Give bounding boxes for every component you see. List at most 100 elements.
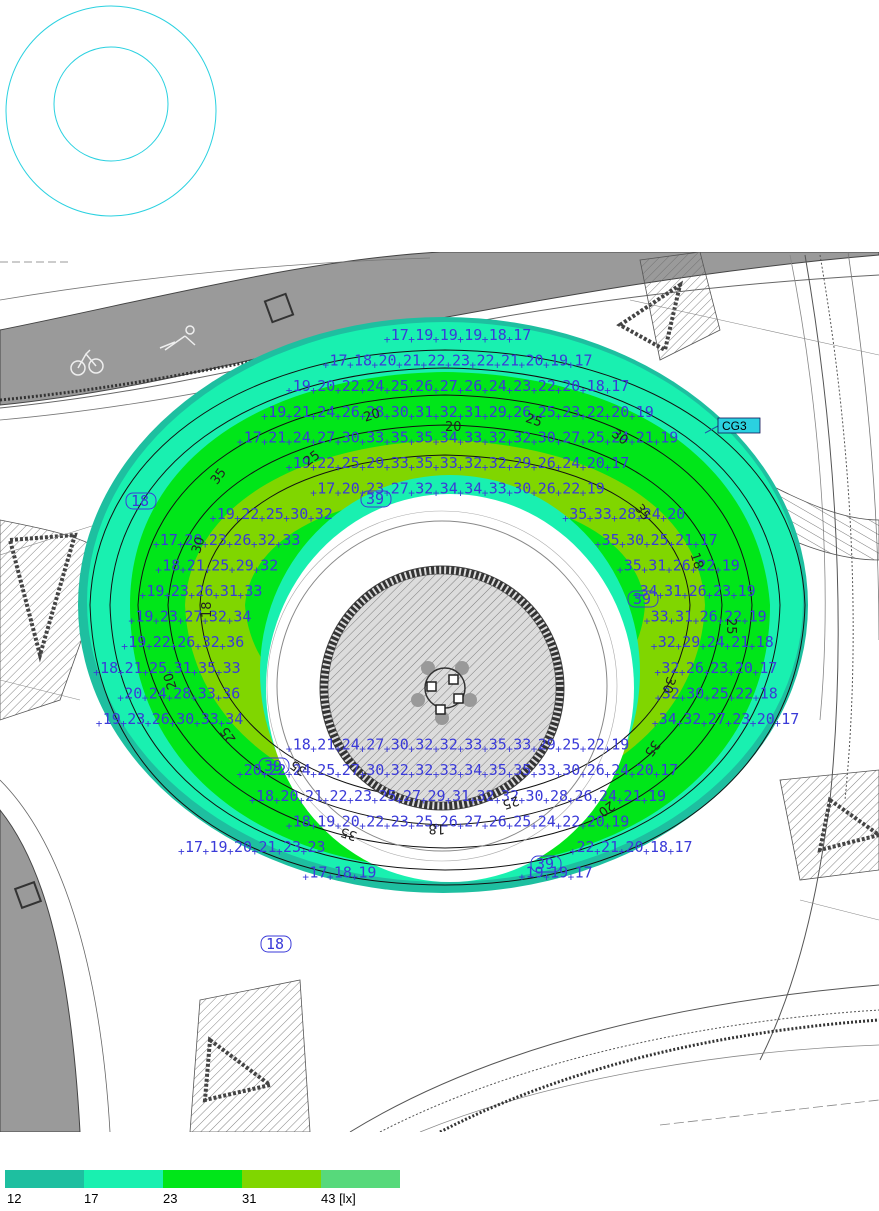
contour-label: 25 — [523, 411, 543, 430]
grid-value: 17 — [674, 838, 692, 856]
grid-point-marker: + — [188, 589, 195, 602]
grid-value: 36 — [222, 684, 240, 702]
grid-point-marker: + — [531, 435, 538, 448]
grid-point-marker: + — [580, 768, 587, 781]
grid-point-marker: + — [219, 640, 226, 653]
grid-value: 19 — [550, 352, 568, 370]
grid-value: 19 — [135, 608, 153, 626]
grid-point-marker: + — [433, 410, 440, 423]
grid-value: 29 — [489, 403, 507, 421]
grid-point-marker: + — [724, 640, 731, 653]
grid-value: 23 — [713, 582, 731, 600]
grid-value: 23 — [366, 480, 384, 498]
grid-point-marker: + — [494, 794, 501, 807]
boxed-value-frame — [530, 855, 562, 873]
legend-label: 12 — [7, 1191, 21, 1206]
grid-value: 21 — [731, 633, 749, 651]
grid-value: 21 — [268, 428, 286, 446]
grid-point-marker: + — [117, 691, 124, 704]
grid-point-marker: + — [569, 845, 576, 858]
grid-point-marker: + — [229, 563, 236, 576]
grid-value: 19 — [440, 326, 458, 344]
grid-value: 30 — [626, 531, 644, 549]
grid-point-marker: + — [633, 589, 640, 602]
grid-point-marker: + — [753, 691, 760, 704]
grid-value: 35 — [569, 505, 587, 523]
grid-point-marker: + — [679, 691, 686, 704]
grid-point-marker: + — [310, 384, 317, 397]
grid-point-marker: + — [170, 640, 177, 653]
grid-point-marker: + — [641, 563, 648, 576]
grid-point-marker: + — [234, 512, 241, 525]
grid-point-marker: + — [690, 563, 697, 576]
grid-point-marker: + — [359, 743, 366, 756]
contour-label: 25 — [723, 618, 738, 635]
boxed-value-group: 18 39 39 39 39 18 — [125, 490, 659, 953]
contour-label: 25 — [500, 792, 520, 811]
grid-point-marker: + — [675, 640, 682, 653]
grid-point-marker: + — [433, 435, 440, 448]
grid-value: 18 — [293, 736, 311, 754]
grid-value: 27 — [403, 787, 421, 805]
grid-value: 21 — [403, 352, 421, 370]
grid-value: 27 — [342, 761, 360, 779]
grid-value: 27 — [440, 377, 458, 395]
grid-value: 33 — [440, 454, 458, 472]
grid-value: 33 — [464, 736, 482, 754]
grid-value: 20 — [611, 403, 629, 421]
grid-value: 17 — [700, 531, 718, 549]
grid-value: 30 — [290, 505, 308, 523]
grid-value: 34 — [440, 428, 458, 446]
grid-value: 30 — [686, 684, 704, 702]
grid-value: 22 — [342, 377, 360, 395]
grid-point-marker: + — [237, 589, 244, 602]
grid-point-marker: + — [359, 384, 366, 397]
grid-point-marker: + — [177, 615, 184, 628]
grid-value: 32 — [464, 454, 482, 472]
grid-point-marker: + — [693, 615, 700, 628]
grid-value: 20 — [587, 454, 605, 472]
grid-value: 21 — [501, 352, 519, 370]
grid-value: 17 — [244, 428, 262, 446]
grid-point-marker: + — [482, 487, 489, 500]
grid-point-marker: + — [145, 717, 152, 730]
grid-value: 21 — [187, 556, 205, 574]
grid-value: 20 — [735, 659, 753, 677]
legend-swatch — [321, 1170, 400, 1188]
grid-value: 25 — [415, 812, 433, 830]
grid-point-marker: + — [359, 461, 366, 474]
grid-value: 18 — [650, 838, 668, 856]
grid-point-marker: + — [286, 768, 293, 781]
grid-point-marker: + — [121, 640, 128, 653]
grid-point-marker: + — [506, 435, 513, 448]
grid-point-marker: + — [155, 563, 162, 576]
grid-value: 17 — [317, 480, 335, 498]
grid-value: 28 — [173, 684, 191, 702]
grid-point-marker: + — [301, 845, 308, 858]
grid-point-marker: + — [396, 794, 403, 807]
grid-point-marker: + — [335, 487, 342, 500]
grid-point-marker: + — [562, 512, 569, 525]
grid-value: 22 — [735, 684, 753, 702]
contour-label: 18 — [200, 601, 215, 618]
grid-point-marker: + — [482, 768, 489, 781]
grid-point-marker: + — [194, 717, 201, 730]
grid-value: 19 — [587, 480, 605, 498]
grid-value: 26 — [489, 812, 507, 830]
grid-point-marker: + — [286, 461, 293, 474]
grid-value: 22 — [562, 812, 580, 830]
grid-point-marker: + — [604, 384, 611, 397]
grid-value: 26 — [700, 608, 718, 626]
grid-value: 33 — [513, 736, 531, 754]
grid-point-marker: + — [682, 589, 689, 602]
boxed-value: 39 — [633, 590, 651, 608]
grid-point-marker: + — [286, 410, 293, 423]
grid-value: 32 — [513, 428, 531, 446]
legend-label: 17 — [84, 1191, 98, 1206]
grid-point-marker: + — [568, 794, 575, 807]
grid-point-marker: + — [506, 410, 513, 423]
grid-point-marker: + — [142, 691, 149, 704]
grid-point-marker: + — [592, 794, 599, 807]
grid-point-marker: + — [652, 717, 659, 730]
